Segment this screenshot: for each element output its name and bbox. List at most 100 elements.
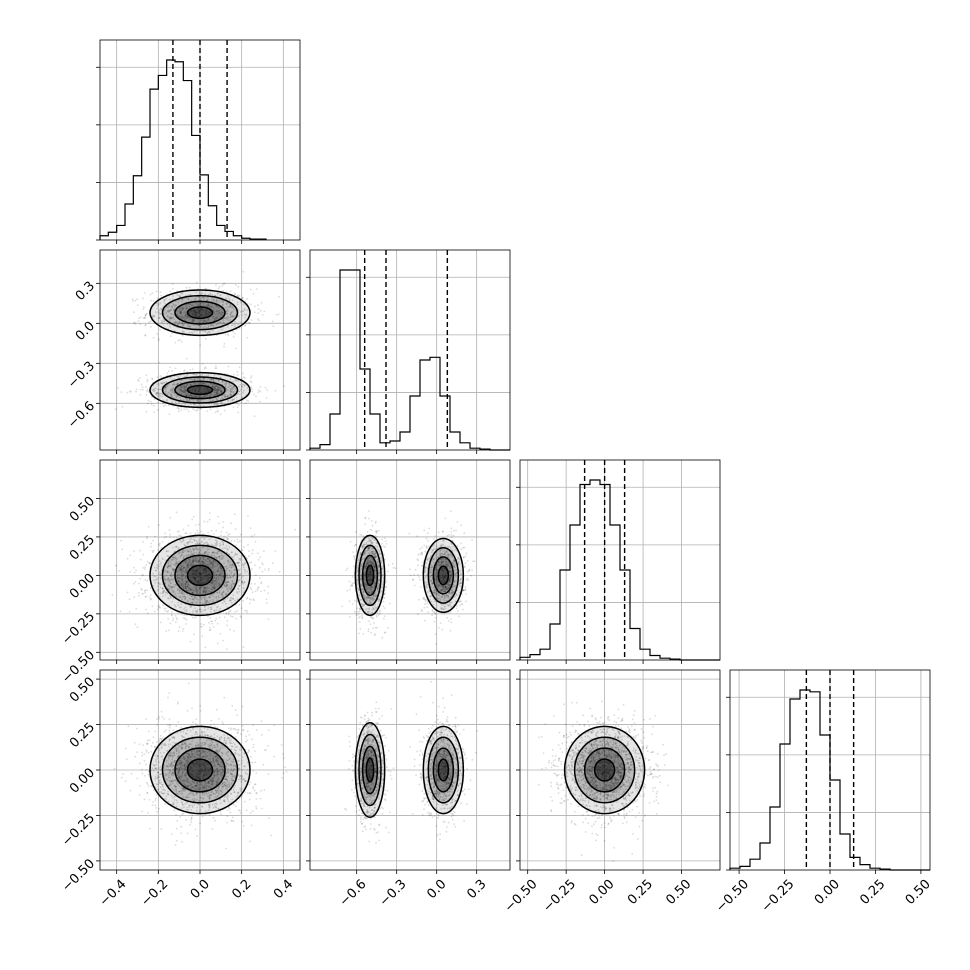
scatter-point (212, 551, 215, 553)
scatter-point (160, 294, 162, 297)
scatter-point (191, 572, 194, 575)
scatter-point (199, 572, 202, 575)
scatter-point (149, 320, 152, 323)
scatter-point (154, 389, 156, 392)
scatter-point (205, 327, 208, 329)
scatter-point (464, 589, 467, 592)
scatter-point (192, 395, 195, 397)
scatter-point (169, 533, 172, 536)
scatter-point (162, 592, 165, 594)
scatter-point (237, 316, 239, 318)
scatter-point (241, 297, 244, 299)
scatter-point (184, 313, 187, 315)
scatter-point (173, 392, 176, 394)
scatter-point (135, 390, 137, 393)
scatter-point (120, 391, 123, 394)
scatter-point (221, 557, 223, 560)
scatter-point (254, 574, 257, 577)
scatter-point (178, 294, 181, 297)
scatter-point (191, 319, 194, 322)
scatter-point (187, 564, 190, 566)
scatter-point (175, 537, 178, 539)
scatter-point (182, 570, 185, 572)
scatter-point (144, 314, 147, 317)
scatter-point (177, 547, 180, 549)
scatter-point (205, 575, 208, 577)
scatter-point (179, 312, 182, 315)
scatter-point (238, 366, 241, 369)
scatter-point (442, 560, 445, 563)
scatter-point (217, 605, 219, 608)
scatter-point (182, 308, 185, 310)
scatter-point (140, 587, 143, 590)
scatter-point (183, 608, 186, 610)
scatter-point (188, 587, 191, 590)
scatter-point (191, 572, 194, 575)
scatter-point (215, 583, 218, 586)
scatter-point (215, 389, 217, 392)
scatter-point (200, 623, 203, 625)
scatter-point (157, 391, 160, 394)
scatter-point (206, 386, 208, 389)
scatter-point (356, 570, 359, 573)
scatter-point (160, 308, 162, 311)
scatter-point (184, 606, 187, 609)
scatter-point (432, 549, 435, 552)
scatter-point (369, 560, 372, 563)
scatter-point (208, 395, 211, 397)
scatter-point (225, 612, 228, 615)
scatter-point (194, 395, 197, 398)
scatter-point (197, 386, 199, 389)
scatter-point (230, 572, 232, 575)
scatter-point (203, 395, 206, 398)
scatter-point (241, 554, 243, 557)
scatter-point (179, 311, 182, 313)
scatter-point (424, 550, 427, 553)
scatter-point (205, 391, 207, 394)
scatter-point (190, 324, 193, 326)
scatter-point (157, 303, 160, 306)
scatter-point (225, 381, 228, 384)
scatter-point (421, 552, 424, 555)
scatter-point (369, 597, 372, 599)
scatter-point (218, 570, 221, 573)
scatter-point (164, 386, 167, 389)
scatter-point (174, 341, 177, 344)
scatter-point (181, 386, 183, 389)
scatter-point (185, 610, 188, 613)
scatter-point (211, 293, 214, 296)
scatter-point (177, 376, 180, 379)
scatter-point (204, 568, 207, 571)
scatter-point (231, 315, 233, 317)
scatter-point (212, 298, 215, 301)
scatter-point (243, 325, 246, 327)
scatter-point (199, 556, 202, 559)
scatter-point (181, 592, 184, 595)
scatter-point (355, 549, 358, 552)
scatter-point (186, 589, 189, 592)
scatter-point (208, 570, 210, 572)
scatter-point (220, 558, 223, 561)
scatter-point (199, 386, 202, 388)
scatter-point (209, 408, 212, 411)
scatter-point (178, 592, 181, 594)
scatter-point (190, 394, 192, 397)
scatter-point (464, 562, 467, 565)
scatter-point (371, 590, 373, 593)
scatter-point (240, 582, 243, 585)
scatter-point (171, 389, 174, 392)
scatter-point (213, 319, 216, 322)
scatter-point (180, 565, 183, 568)
scatter-point (184, 585, 187, 588)
scatter-point (227, 295, 229, 297)
scatter-point (367, 591, 370, 594)
scatter-point (195, 587, 198, 590)
scatter-point (204, 646, 207, 649)
scatter-point (200, 576, 203, 579)
scatter-point (372, 627, 374, 630)
scatter-point (228, 585, 231, 587)
scatter-point (192, 568, 195, 571)
scatter-point (438, 597, 440, 600)
scatter-point (210, 306, 213, 309)
scatter-point (235, 379, 238, 381)
